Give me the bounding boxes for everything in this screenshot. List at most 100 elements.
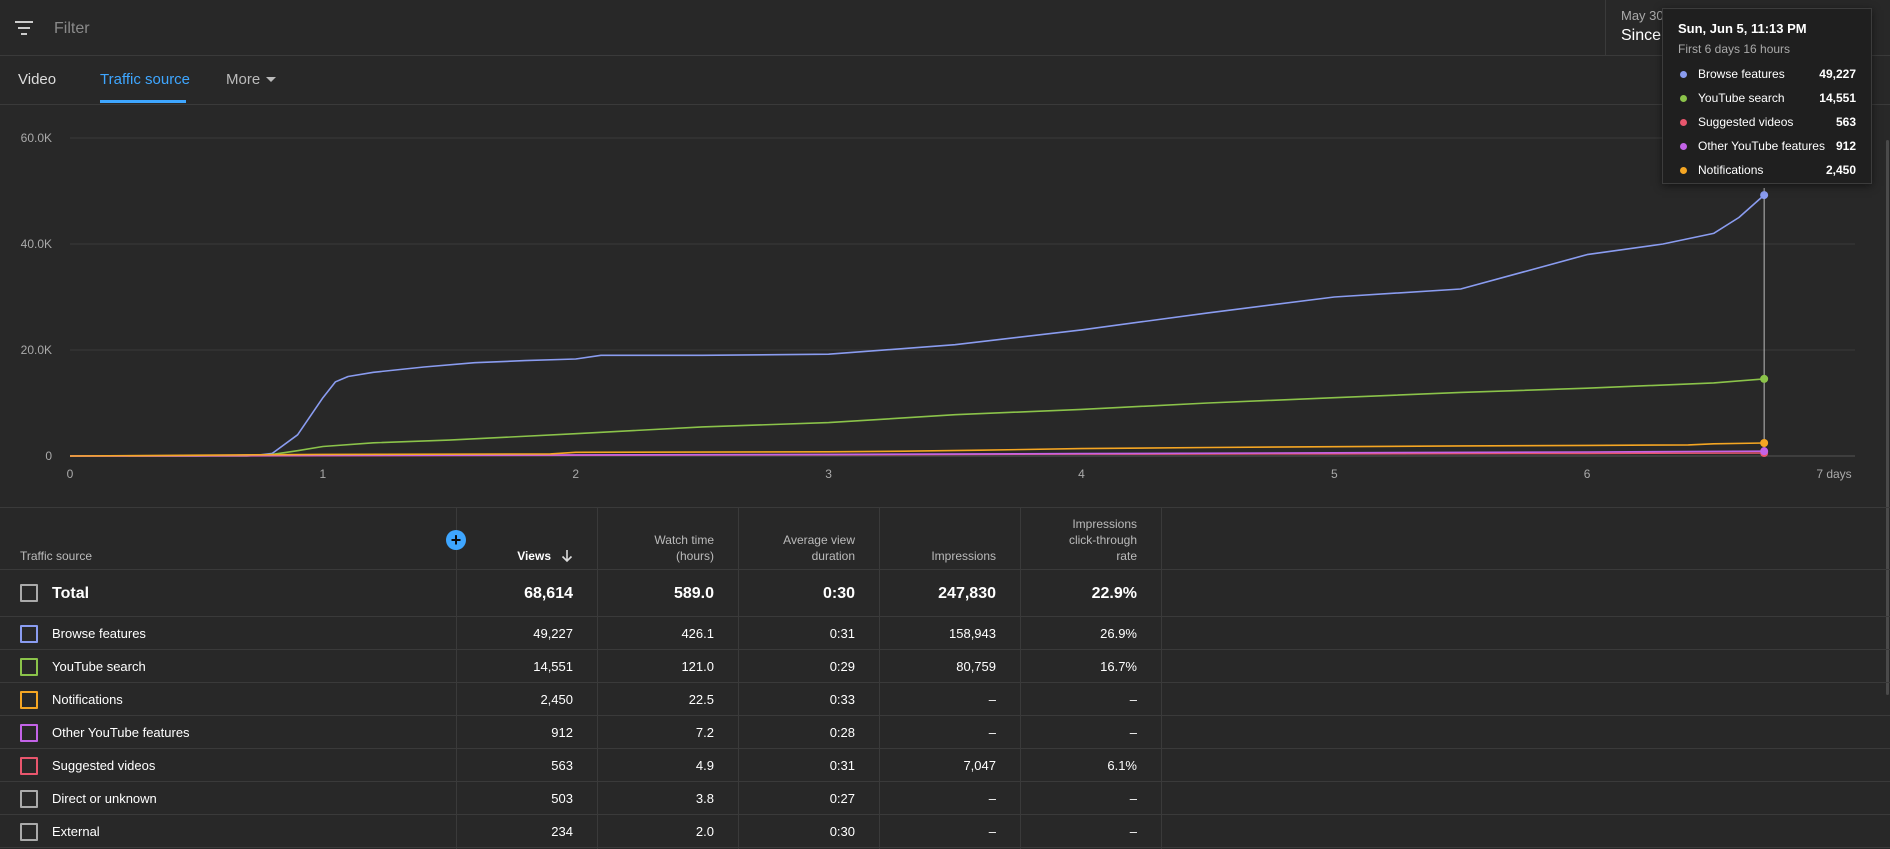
row-name: Browse features <box>52 626 146 641</box>
legend-dot-icon <box>1680 143 1687 150</box>
active-tab-indicator <box>100 100 186 103</box>
row-avg-duration: 0:27 <box>829 791 855 806</box>
date-divider <box>1605 0 1606 56</box>
header-avg-line2: duration <box>811 549 855 563</box>
row-checkbox[interactable] <box>20 724 38 742</box>
page-scrollbar[interactable] <box>1886 140 1889 695</box>
header-ctr-line1: Impressions <box>1072 517 1137 531</box>
row-impressions: – <box>988 824 996 839</box>
date-range-label: Since <box>1621 27 1662 44</box>
row-watch-time: 121.0 <box>681 659 714 674</box>
x-tick-label: 2 <box>572 467 579 481</box>
traffic-chart[interactable]: 0 20.0K 40.0K 60.0K 0 1 2 3 4 5 6 7 days <box>0 106 1890 506</box>
caret-down-icon <box>266 77 277 82</box>
row-name: Suggested videos <box>52 758 156 773</box>
row-name: Direct or unknown <box>52 791 157 806</box>
date-range-selector[interactable]: May 30 Since <box>1621 8 1664 45</box>
chart-tooltip: Sun, Jun 5, 11:13 PM First 6 days 16 hou… <box>1662 8 1872 184</box>
table-row: Direct or unknown 503 3.8 0:27 – – <box>0 782 1890 815</box>
tooltip-row: Notifications 2,450 <box>1678 158 1856 182</box>
column-divider <box>738 508 739 849</box>
hover-point <box>1760 191 1769 200</box>
legend-dot-icon <box>1680 95 1687 102</box>
hover-point <box>1760 439 1769 448</box>
row-checkbox[interactable] <box>20 691 38 709</box>
header-views[interactable]: Views <box>517 548 573 564</box>
row-impressions: – <box>988 692 996 707</box>
row-views: 234 <box>551 824 573 839</box>
legend-dot-icon <box>1680 167 1687 174</box>
row-name: Notifications <box>52 692 123 707</box>
row-name: Total <box>52 585 90 602</box>
row-views: 912 <box>551 725 573 740</box>
header-ctr-line2: click-through <box>1068 533 1137 547</box>
row-impressions: 80,759 <box>956 659 996 674</box>
row-avg-duration: 0:31 <box>829 626 855 641</box>
header-avg-line1: Average view <box>783 533 855 547</box>
row-views: 49,227 <box>533 626 573 641</box>
row-checkbox[interactable] <box>20 790 38 808</box>
row-watch-time: 426.1 <box>681 626 714 641</box>
row-avg-duration: 0:29 <box>829 659 855 674</box>
header-watch-time[interactable]: Watch time (hours) <box>654 532 714 564</box>
series-line-4 <box>69 442 1765 457</box>
tab-more[interactable]: More <box>226 71 277 88</box>
tooltip-row: Browse features 49,227 <box>1678 62 1856 86</box>
row-views: 503 <box>551 791 573 806</box>
column-divider <box>1020 508 1021 849</box>
row-impressions: – <box>988 725 996 740</box>
header-ctr[interactable]: Impressions click-through rate <box>1069 516 1137 564</box>
row-ctr: 16.7% <box>1100 659 1137 674</box>
header-watch-time-line1: Watch time <box>654 533 714 547</box>
header-views-label: Views <box>517 549 551 563</box>
row-checkbox[interactable] <box>20 658 38 676</box>
tooltip-series-name: Other YouTube features <box>1698 139 1825 153</box>
row-checkbox[interactable] <box>20 757 38 775</box>
row-avg-duration: 0:28 <box>829 725 855 740</box>
header-average-view-duration[interactable]: Average view duration <box>783 532 855 564</box>
x-tick-label: 1 <box>320 467 327 481</box>
filter-input[interactable] <box>52 16 656 42</box>
row-ctr: 22.9% <box>1091 585 1137 602</box>
y-tick-label: 0 <box>45 449 52 463</box>
header-traffic-source: Traffic source <box>20 549 93 563</box>
table-row: Notifications 2,450 22.5 0:33 – – <box>0 683 1890 716</box>
x-tick-label: 6 <box>1584 467 1591 481</box>
table-row: External 234 2.0 0:30 – – <box>0 815 1890 848</box>
tab-video[interactable]: Video <box>18 71 57 88</box>
filter-bar: May 30 Since <box>0 0 1890 56</box>
row-views: 14,551 <box>533 659 573 674</box>
x-tick-label: 0 <box>67 467 74 481</box>
tooltip-series-value: 2,450 <box>1825 163 1856 177</box>
x-tick-label: 7 days <box>1816 467 1851 481</box>
series-line-0 <box>70 194 1765 457</box>
table-row: Other YouTube features 912 7.2 0:28 – – <box>0 716 1890 749</box>
column-divider <box>597 508 598 849</box>
row-ctr: – <box>1129 791 1137 806</box>
header-impressions[interactable]: Impressions <box>931 549 996 563</box>
column-divider <box>456 508 457 849</box>
x-tick-label: 3 <box>825 467 832 481</box>
table-row: Browse features 49,227 426.1 0:31 158,943 26.… <box>0 617 1890 650</box>
row-name: Other YouTube features <box>52 725 190 740</box>
table-row: Suggested videos 563 4.9 0:31 7,047 6.1% <box>0 749 1890 782</box>
add-metric-button[interactable]: + <box>446 530 466 550</box>
y-tick-label: 20.0K <box>21 343 52 357</box>
row-name: YouTube search <box>52 659 146 674</box>
row-impressions: 158,943 <box>949 626 996 641</box>
table-row: YouTube search 14,551 121.0 0:29 80,759 16.7% <box>0 650 1890 683</box>
tooltip-subtitle: First 6 days 16 hours <box>1678 42 1791 56</box>
tab-traffic-source[interactable]: Traffic source <box>100 71 191 88</box>
total-checkbox[interactable] <box>20 584 38 602</box>
row-checkbox[interactable] <box>20 625 38 643</box>
tooltip-series-value: 563 <box>1835 115 1856 129</box>
tooltip-series-name: Suggested videos <box>1698 115 1794 129</box>
row-checkbox[interactable] <box>20 823 38 841</box>
y-tick-label: 60.0K <box>21 131 52 145</box>
tooltip-row: YouTube search 14,551 <box>1678 86 1856 110</box>
table-row-total: Total 68,614 589.0 0:30 247,830 22.9% <box>0 570 1890 617</box>
row-watch-time: 7.2 <box>695 725 714 740</box>
row-watch-time: 589.0 <box>673 585 714 602</box>
tooltip-series-value: 14,551 <box>1819 91 1856 105</box>
filter-icon[interactable] <box>14 18 34 38</box>
